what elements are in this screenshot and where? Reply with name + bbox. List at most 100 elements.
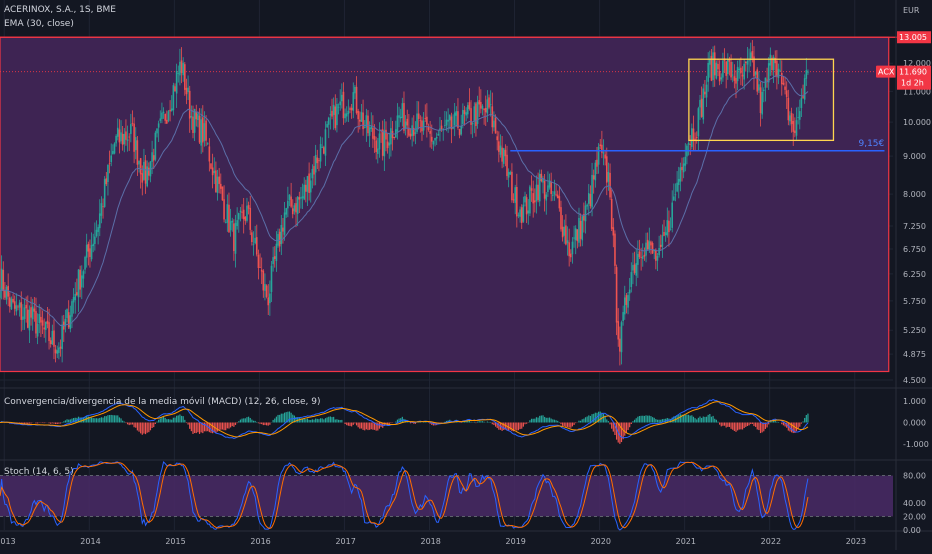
candle-body bbox=[733, 76, 736, 81]
candle-body bbox=[540, 173, 543, 182]
candle-body bbox=[80, 275, 83, 288]
candle-body bbox=[53, 330, 55, 347]
candle-body bbox=[326, 124, 328, 128]
candle-body bbox=[399, 116, 402, 119]
candle-body bbox=[48, 322, 50, 342]
candle-body bbox=[506, 154, 508, 177]
candle-body bbox=[743, 63, 745, 80]
candle-body bbox=[296, 196, 299, 214]
candle-body bbox=[195, 112, 198, 120]
candle-body bbox=[179, 61, 181, 76]
candle-body bbox=[610, 199, 613, 229]
candle-body bbox=[365, 115, 368, 128]
candle-body bbox=[38, 313, 41, 324]
candle-body bbox=[87, 243, 90, 252]
candle-body bbox=[655, 249, 657, 261]
candle-body bbox=[309, 180, 312, 193]
candle-body bbox=[151, 152, 153, 162]
candle-body bbox=[77, 269, 80, 298]
candle-body bbox=[486, 99, 489, 114]
candle-body bbox=[339, 101, 341, 106]
candle-body bbox=[293, 205, 296, 212]
candle-body bbox=[669, 228, 672, 230]
candle-body bbox=[120, 132, 122, 142]
candle-body bbox=[759, 87, 762, 113]
candle-body bbox=[694, 138, 696, 140]
candle-body bbox=[480, 101, 482, 109]
candle-body bbox=[630, 272, 633, 288]
candle-body bbox=[491, 106, 494, 128]
candle-body bbox=[187, 87, 189, 93]
candle-body bbox=[313, 166, 315, 175]
candle-body bbox=[337, 106, 340, 108]
candle-body bbox=[468, 102, 471, 109]
candle-body bbox=[270, 265, 273, 292]
candle-body bbox=[795, 120, 798, 136]
price-tick-label: 5.750 bbox=[903, 297, 926, 306]
candle-body bbox=[707, 62, 709, 82]
candle-body bbox=[517, 214, 520, 216]
candle-body bbox=[543, 180, 546, 199]
candle-body bbox=[547, 185, 549, 192]
candle-body bbox=[280, 225, 283, 245]
candle-body bbox=[66, 309, 68, 319]
candle-body bbox=[269, 293, 271, 304]
candle-body bbox=[156, 128, 158, 134]
candle-body bbox=[805, 70, 808, 79]
candle-body bbox=[85, 244, 88, 258]
candle-body bbox=[265, 285, 268, 297]
candle-body bbox=[717, 64, 719, 70]
candle-body bbox=[118, 129, 121, 143]
candle-body bbox=[780, 73, 783, 85]
candle-body bbox=[391, 131, 394, 139]
candle-body bbox=[161, 112, 163, 119]
candle-body bbox=[352, 92, 355, 111]
price-tick-label: 10.000 bbox=[903, 118, 931, 127]
candle-body bbox=[113, 143, 116, 154]
macd-title: Convergencia/divergencia de la media móv… bbox=[4, 397, 321, 407]
candle-body bbox=[345, 113, 348, 117]
candle-body bbox=[25, 304, 27, 309]
candle-body bbox=[620, 322, 623, 353]
symbol-marker bbox=[876, 65, 896, 78]
candle-body bbox=[560, 207, 562, 230]
candle-body bbox=[92, 243, 95, 247]
year-tick-label: 2013 bbox=[0, 537, 16, 546]
candle-body bbox=[198, 115, 201, 143]
candle-body bbox=[481, 105, 484, 110]
candle-body bbox=[169, 109, 171, 112]
ema-legend: EMA (30, close) bbox=[4, 19, 74, 29]
candle-body bbox=[535, 184, 538, 202]
candle-body bbox=[347, 110, 350, 115]
candle-body bbox=[342, 91, 345, 119]
candle-body bbox=[762, 89, 765, 91]
candle-body bbox=[239, 210, 242, 213]
price-tick-label: 11.000 bbox=[903, 87, 931, 96]
candle-body bbox=[98, 213, 101, 229]
resistance-tag bbox=[897, 31, 931, 44]
candle-body bbox=[300, 197, 302, 199]
candle-body bbox=[332, 104, 335, 116]
candle-body bbox=[419, 120, 422, 122]
candle-body bbox=[422, 120, 425, 131]
candle-body bbox=[341, 94, 343, 102]
candle-body bbox=[249, 207, 252, 230]
candle-body bbox=[617, 321, 620, 340]
candle-body bbox=[571, 241, 574, 255]
candle-body bbox=[682, 163, 685, 173]
candle-body bbox=[525, 197, 528, 215]
candle-body bbox=[658, 247, 660, 256]
candle-body bbox=[586, 204, 588, 207]
candle-body bbox=[215, 170, 217, 192]
candle-body bbox=[676, 182, 678, 192]
candle-body bbox=[90, 245, 93, 260]
candle-body bbox=[538, 173, 541, 202]
candle-body bbox=[462, 109, 464, 124]
candle-body bbox=[615, 267, 618, 323]
candle-body bbox=[704, 91, 706, 95]
candle-body bbox=[542, 178, 544, 183]
candle-body bbox=[414, 132, 417, 134]
candle-body bbox=[458, 128, 461, 136]
